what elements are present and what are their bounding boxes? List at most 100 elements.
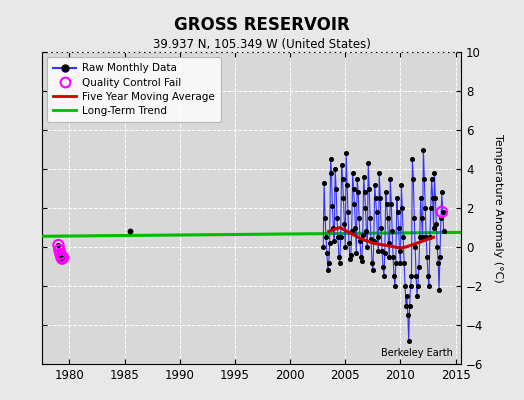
Point	[342, 150, 351, 156]
Point	[380, 273, 388, 280]
Point	[324, 267, 332, 274]
Point	[325, 240, 334, 246]
Point	[364, 160, 373, 166]
Point	[428, 176, 436, 182]
Point	[56, 251, 64, 257]
Point	[436, 254, 444, 260]
Point	[359, 174, 368, 180]
Point	[406, 302, 414, 309]
Point	[422, 234, 430, 240]
Point	[379, 263, 387, 270]
Point	[333, 214, 341, 221]
Point	[413, 283, 422, 289]
Point	[328, 170, 336, 176]
Point	[432, 220, 441, 227]
Point	[368, 259, 376, 266]
Y-axis label: Temperature Anomaly (°C): Temperature Anomaly (°C)	[493, 134, 503, 282]
Point	[387, 201, 396, 207]
Legend: Raw Monthly Data, Quality Control Fail, Five Year Moving Average, Long-Term Tren: Raw Monthly Data, Quality Control Fail, …	[47, 57, 221, 122]
Point	[369, 267, 377, 274]
Point	[405, 337, 413, 344]
Point	[392, 195, 401, 202]
Point	[438, 189, 446, 196]
Point	[408, 156, 417, 162]
Point	[369, 238, 378, 244]
Point	[54, 242, 63, 248]
Point	[345, 240, 353, 246]
Point	[425, 234, 434, 240]
Point	[374, 248, 383, 254]
Point	[390, 273, 398, 280]
Point	[391, 259, 400, 266]
Point	[420, 176, 429, 182]
Text: GROSS RESERVOIR: GROSS RESERVOIR	[174, 16, 350, 34]
Point	[343, 182, 352, 188]
Point	[370, 182, 379, 188]
Point	[413, 292, 421, 299]
Point	[434, 259, 442, 266]
Point	[329, 224, 337, 231]
Point	[418, 234, 427, 240]
Point	[411, 244, 419, 250]
Point	[55, 247, 63, 253]
Point	[424, 273, 432, 280]
Point	[402, 292, 411, 299]
Point	[386, 176, 395, 182]
Point	[373, 209, 381, 215]
Point	[357, 254, 365, 260]
Point	[402, 302, 410, 309]
Point	[347, 228, 356, 234]
Point	[56, 251, 64, 257]
Point	[350, 185, 358, 192]
Point	[328, 203, 336, 209]
Point	[384, 214, 392, 221]
Point	[425, 283, 433, 289]
Point	[319, 244, 328, 250]
Point	[353, 176, 362, 182]
Point	[391, 283, 399, 289]
Point	[423, 254, 431, 260]
Point	[429, 195, 437, 202]
Point	[431, 195, 440, 202]
Point	[321, 214, 329, 221]
Point	[384, 240, 392, 246]
Point	[361, 205, 369, 211]
Point	[429, 224, 438, 231]
Text: Berkeley Earth: Berkeley Earth	[381, 348, 453, 358]
Point	[407, 283, 415, 289]
Point	[336, 234, 345, 240]
Point	[322, 234, 330, 240]
Point	[326, 156, 335, 162]
Point	[350, 201, 358, 207]
Point	[332, 185, 340, 192]
Point	[334, 234, 342, 240]
Point	[341, 244, 350, 250]
Point	[346, 256, 354, 262]
Point	[324, 259, 333, 266]
Point	[400, 259, 408, 266]
Point	[416, 234, 424, 240]
Point	[320, 180, 329, 186]
Point	[378, 248, 386, 254]
Point	[58, 256, 67, 262]
Point	[398, 205, 407, 211]
Point	[399, 234, 407, 240]
Point	[433, 244, 441, 250]
Point	[373, 234, 381, 240]
Point	[346, 252, 355, 258]
Point	[58, 256, 67, 262]
Point	[421, 205, 430, 211]
Point	[344, 209, 352, 215]
Point	[352, 250, 361, 256]
Point	[376, 195, 385, 202]
Point	[401, 283, 409, 289]
Text: 39.937 N, 105.349 W (United States): 39.937 N, 105.349 W (United States)	[153, 38, 371, 51]
Point	[395, 224, 403, 231]
Point	[367, 236, 375, 242]
Point	[407, 273, 416, 280]
Point	[365, 185, 374, 192]
Point	[380, 250, 389, 256]
Point	[339, 176, 347, 182]
Point	[410, 214, 419, 221]
Point	[55, 247, 63, 253]
